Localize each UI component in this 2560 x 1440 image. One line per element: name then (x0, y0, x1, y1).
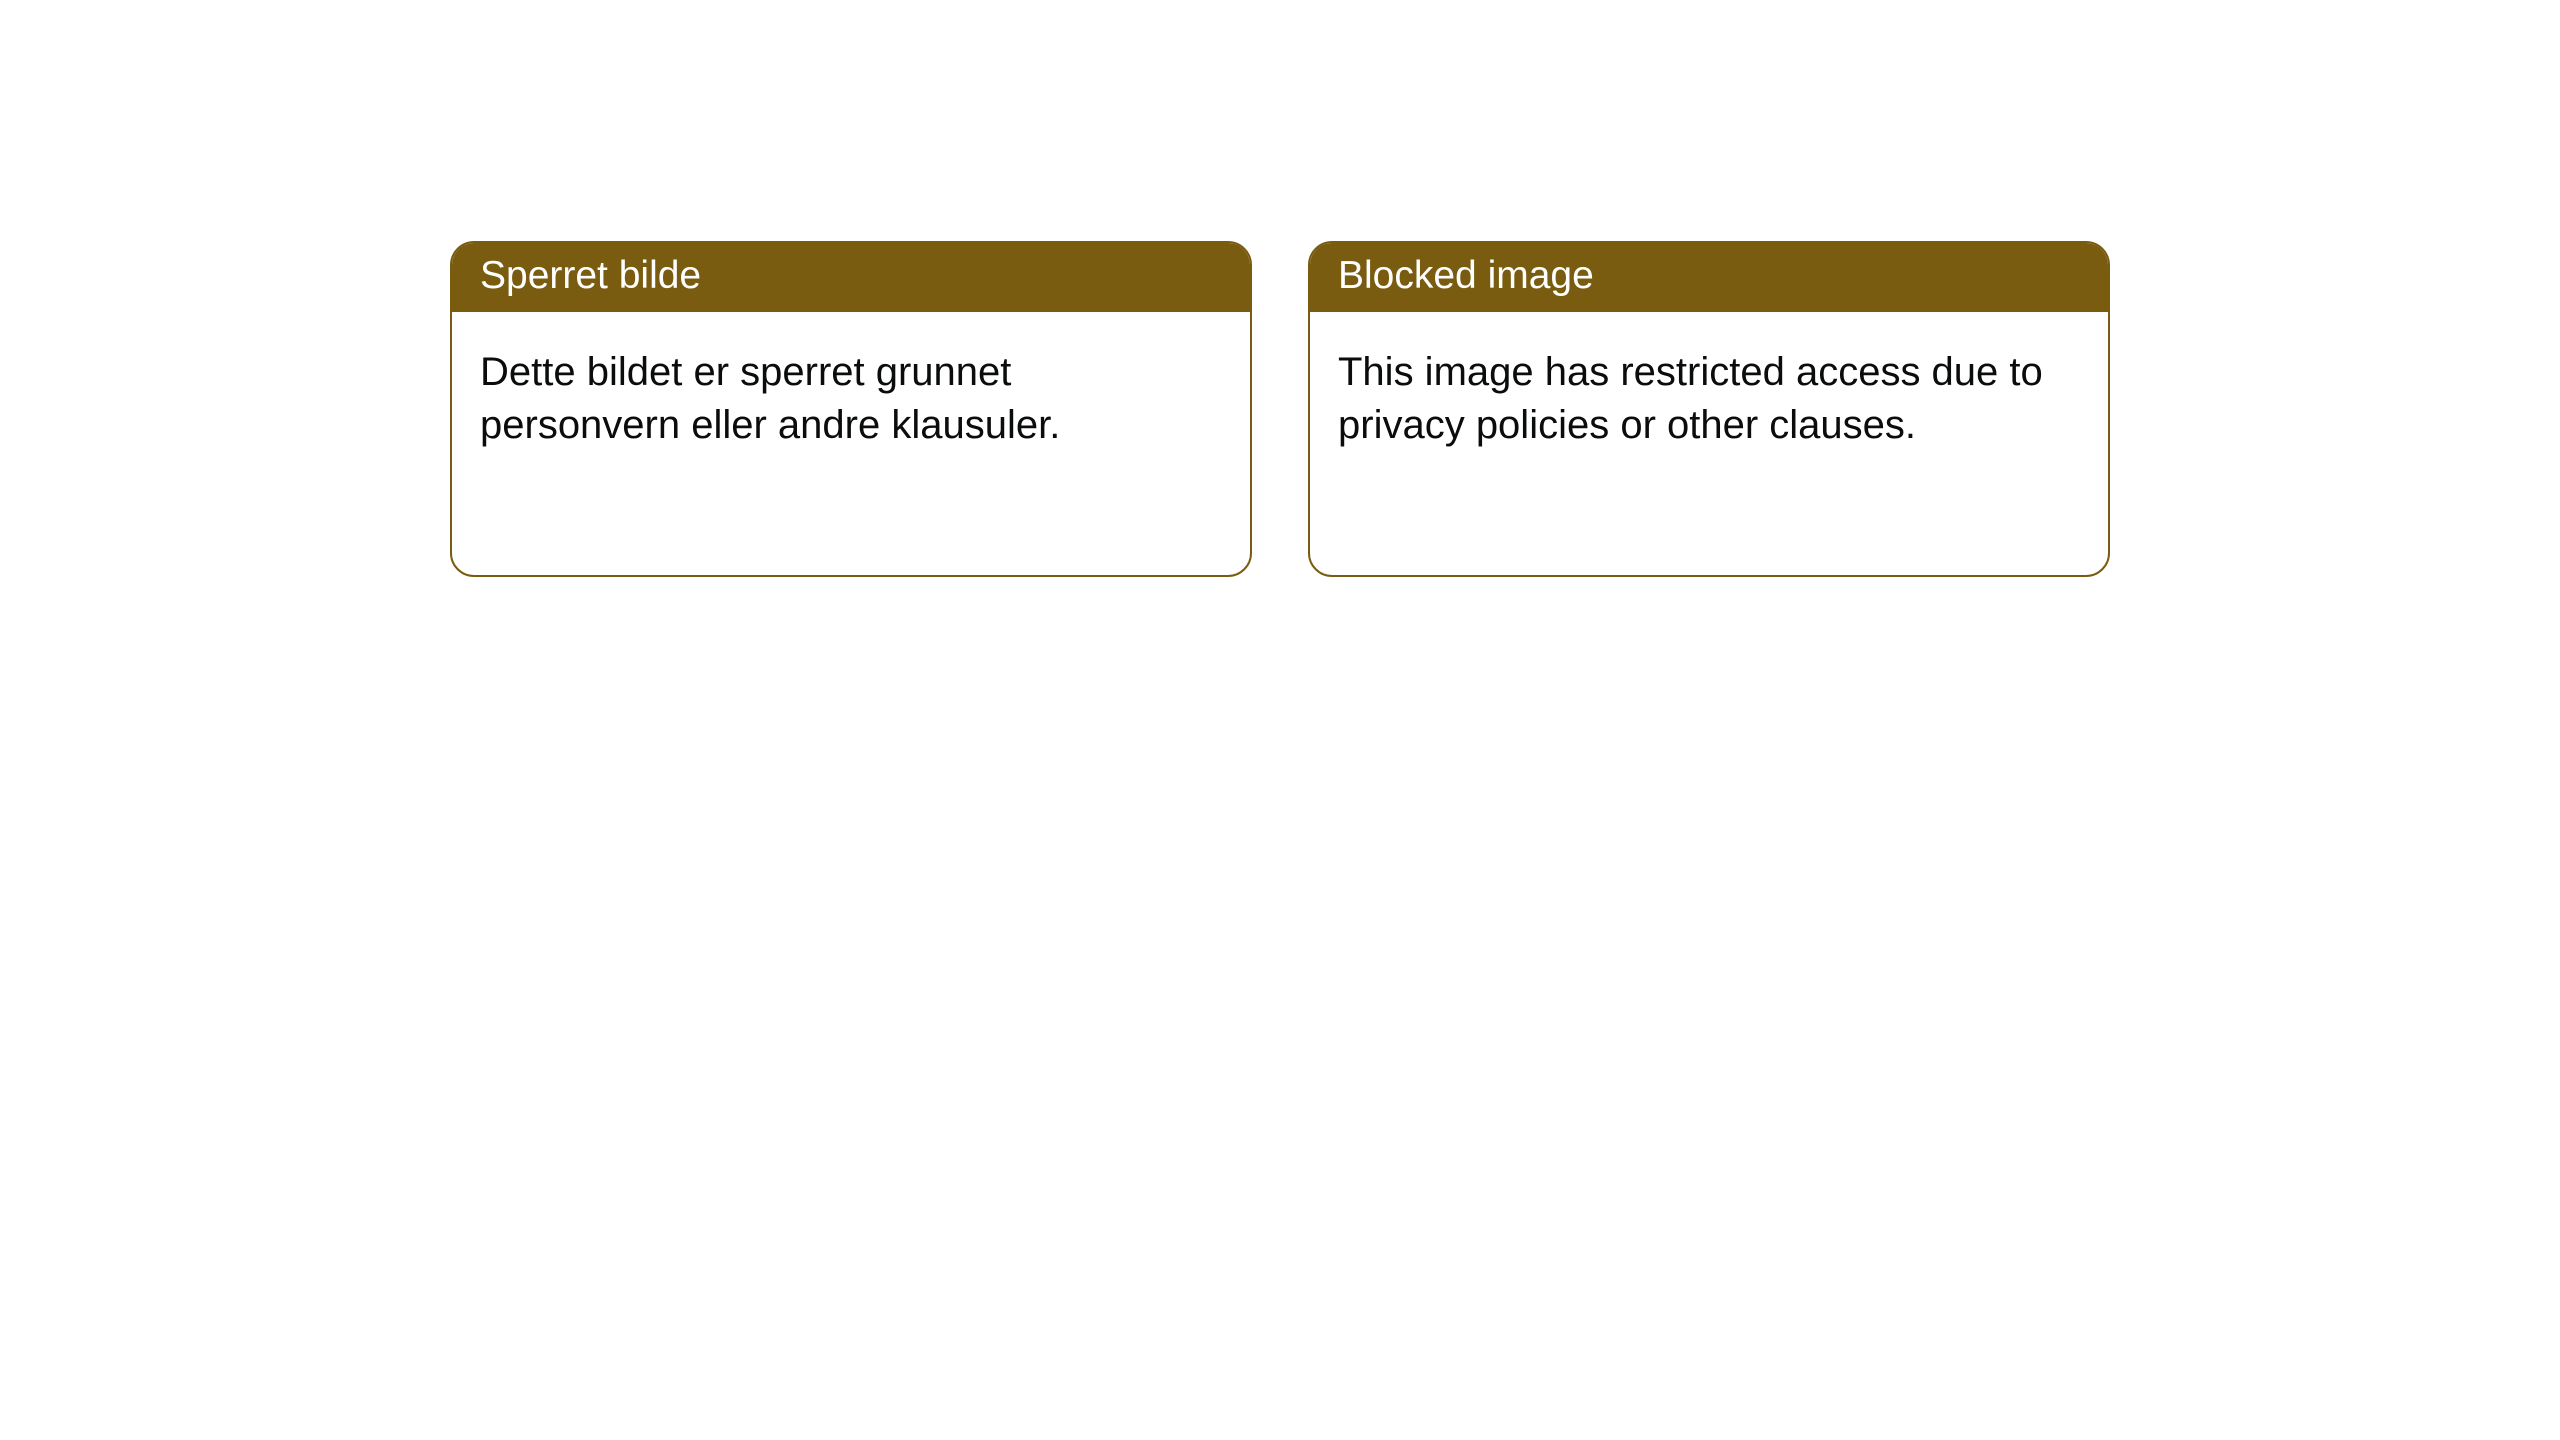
notice-body-english: This image has restricted access due to … (1310, 312, 2108, 480)
notice-card-english: Blocked image This image has restricted … (1308, 241, 2110, 577)
notice-card-norwegian: Sperret bilde Dette bildet er sperret gr… (450, 241, 1252, 577)
notice-header-english: Blocked image (1310, 243, 2108, 312)
notice-body-norwegian: Dette bildet er sperret grunnet personve… (452, 312, 1250, 480)
notice-body-text: Dette bildet er sperret grunnet personve… (480, 350, 1060, 447)
notice-container: Sperret bilde Dette bildet er sperret gr… (450, 241, 2110, 577)
notice-body-text: This image has restricted access due to … (1338, 350, 2043, 447)
notice-title: Blocked image (1338, 254, 1594, 297)
notice-header-norwegian: Sperret bilde (452, 243, 1250, 312)
notice-title: Sperret bilde (480, 254, 701, 297)
